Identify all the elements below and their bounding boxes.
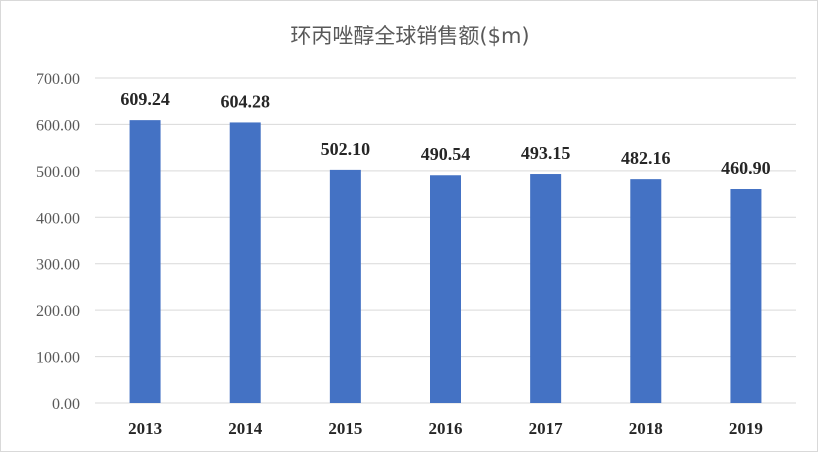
bar: [129, 120, 161, 403]
x-tick-label: 2018: [629, 419, 663, 438]
chart-title: 环丙唑醇全球销售额($m): [290, 24, 529, 48]
bar: [329, 169, 361, 403]
y-tick-label: 700.00: [36, 71, 80, 88]
y-tick-label: 400.00: [36, 210, 80, 227]
y-tick-label: 600.00: [36, 117, 80, 134]
x-tick-label: 2015: [328, 419, 362, 438]
x-tick-label: 2013: [128, 419, 162, 438]
bars: [129, 120, 762, 403]
data-label: 609.24: [120, 89, 170, 109]
x-axis-labels: 2013 2014 2015 2016 2017 2018 2019: [128, 419, 763, 438]
y-tick-label: 500.00: [36, 164, 80, 181]
bar: [730, 189, 762, 403]
y-tick-label: 200.00: [36, 303, 80, 320]
data-label: 490.54: [421, 144, 471, 164]
y-tick-label: 300.00: [36, 257, 80, 274]
x-tick-label: 2019: [729, 419, 763, 438]
y-axis-labels: 0.00 100.00 200.00 300.00 400.00 500.00 600.00…: [36, 71, 80, 413]
y-tick-label: 100.00: [36, 350, 80, 367]
bar: [530, 174, 562, 403]
data-label: 604.28: [220, 91, 270, 111]
data-label: 482.16: [621, 148, 671, 168]
x-tick-label: 2017: [529, 419, 564, 438]
bar: [630, 179, 662, 403]
y-tick-label: 0.00: [52, 396, 80, 413]
x-tick-label: 2014: [228, 419, 263, 438]
data-label: 460.90: [721, 158, 771, 178]
bar: [229, 122, 261, 403]
bar: [430, 175, 461, 403]
x-tick-label: 2016: [429, 419, 463, 438]
data-label: 502.10: [321, 139, 371, 159]
data-labels: 609.24 604.28 502.10 490.54 493.15 482.16 460.…: [120, 89, 770, 178]
data-label: 493.15: [521, 143, 571, 163]
